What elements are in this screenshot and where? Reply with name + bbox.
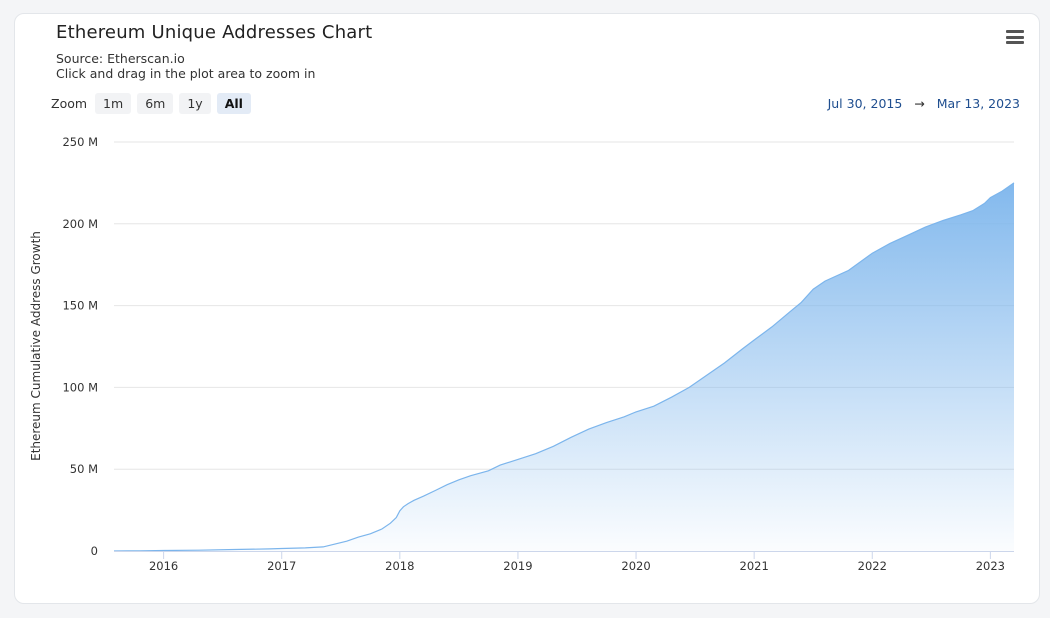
- x-tick-label: 2018: [385, 559, 414, 573]
- y-tick-label: 150 M: [62, 299, 98, 313]
- y-tick-label: 200 M: [62, 217, 98, 231]
- x-tick-label: 2017: [267, 559, 296, 573]
- range-to[interactable]: Mar 13, 2023: [936, 96, 1020, 111]
- x-tick-label: 2020: [621, 559, 650, 573]
- zoom-1y-button[interactable]: 1y: [179, 93, 211, 114]
- date-range: Jul 30, 2015 → Mar 13, 2023: [828, 96, 1020, 111]
- chart-source: Source: Etherscan.io: [56, 51, 185, 66]
- range-from[interactable]: Jul 30, 2015: [827, 96, 903, 111]
- x-tick-label: 2019: [503, 559, 532, 573]
- series-line: [113, 182, 1015, 552]
- zoom-1m-button[interactable]: 1m: [95, 93, 132, 114]
- x-tick-label: 2021: [740, 559, 769, 573]
- x-tick-label: 2023: [976, 559, 1005, 573]
- y-tick-label: 250 M: [62, 135, 98, 149]
- x-tick-label: 2022: [858, 559, 887, 573]
- y-tick-label: 100 M: [62, 380, 98, 394]
- zoom-6m-button[interactable]: 6m: [137, 93, 174, 114]
- y-tick-label: 0: [91, 544, 98, 558]
- chart-title: Ethereum Unique Addresses Chart: [56, 22, 373, 43]
- y-tick-label: 50 M: [70, 462, 98, 476]
- zoom-bar: Zoom 1m 6m 1y All: [51, 93, 251, 114]
- zoom-label: Zoom: [51, 96, 88, 111]
- zoom-all-button[interactable]: All: [216, 93, 251, 114]
- x-tick-label: 2016: [149, 559, 178, 573]
- chart-hint: Click and drag in the plot area to zoom …: [56, 66, 316, 81]
- hamburger-menu-icon[interactable]: [1006, 30, 1024, 44]
- series-area: [114, 182, 1014, 551]
- range-arrow: →: [914, 96, 925, 111]
